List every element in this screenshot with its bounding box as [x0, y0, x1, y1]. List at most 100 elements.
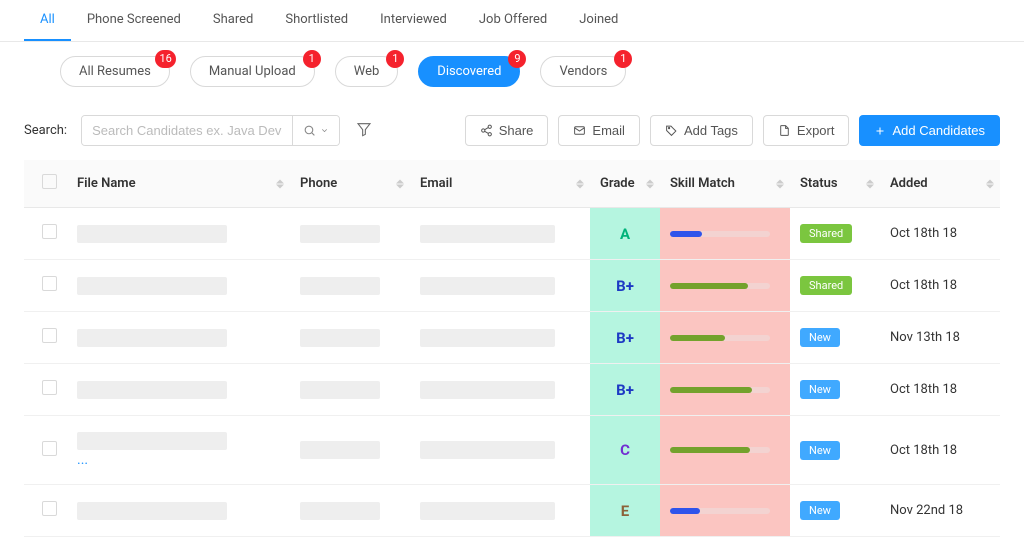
phone-placeholder	[300, 277, 380, 295]
status-badge: Shared	[800, 224, 852, 243]
pill-vendors[interactable]: Vendors1	[540, 56, 626, 87]
skill-match-bar	[670, 283, 770, 289]
grade-value: C	[620, 441, 630, 459]
grade-value: B+	[616, 381, 634, 399]
sort-icon	[866, 179, 874, 188]
add-candidates-button[interactable]: Add Candidates	[859, 115, 1000, 146]
file-name-placeholder	[77, 329, 227, 347]
pill-all-resumes[interactable]: All Resumes16	[60, 56, 170, 87]
pill-badge: 16	[155, 50, 175, 68]
email-placeholder	[420, 441, 555, 459]
search-wrapper	[81, 115, 340, 146]
tab-joined[interactable]: Joined	[563, 0, 634, 41]
search-dropdown-button[interactable]	[292, 116, 339, 145]
search-input[interactable]	[82, 116, 292, 145]
row-checkbox[interactable]	[42, 276, 57, 291]
table-row[interactable]: B+ New Oct 18th 18	[24, 364, 1000, 416]
stage-tabs: AllPhone ScreenedSharedShortlistedInterv…	[0, 0, 1024, 42]
pill-discovered[interactable]: Discovered9	[418, 56, 520, 87]
table-row[interactable]: B+ Shared Oct 18th 18	[24, 260, 1000, 312]
select-all-checkbox[interactable]	[42, 174, 57, 189]
status-badge: New	[800, 380, 840, 399]
col-added[interactable]: Added	[880, 160, 1000, 208]
status-badge: New	[800, 328, 840, 347]
pill-web[interactable]: Web1	[335, 56, 399, 87]
phone-placeholder	[300, 225, 380, 243]
table-row[interactable]: ENewNov 22nd 18	[24, 485, 1000, 537]
phone-placeholder	[300, 329, 380, 347]
col-email[interactable]: Email	[410, 160, 590, 208]
row-checkbox[interactable]	[42, 501, 57, 516]
source-pills: All Resumes16 Manual Upload1 Web1 Discovere…	[0, 42, 1024, 101]
add-candidates-label: Add Candidates	[892, 123, 985, 138]
tab-interviewed[interactable]: Interviewed	[364, 0, 463, 41]
sort-icon	[276, 179, 284, 188]
tab-job-offered[interactable]: Job Offered	[463, 0, 563, 41]
row-checkbox[interactable]	[42, 441, 57, 456]
phone-placeholder	[300, 441, 380, 459]
added-date: Nov 22nd 18	[890, 503, 963, 518]
grade-value: B+	[616, 277, 634, 295]
skill-match-bar	[670, 231, 770, 237]
sort-icon	[776, 179, 784, 188]
tab-phone-screened[interactable]: Phone Screened	[71, 0, 197, 41]
export-label: Export	[797, 123, 835, 138]
status-badge: Shared	[800, 276, 852, 295]
added-date: Oct 18th 18	[890, 226, 957, 241]
toolbar: Search: Share Email Add Tags	[0, 101, 1024, 160]
pill-badge: 1	[386, 50, 404, 68]
export-button[interactable]: Export	[763, 115, 850, 146]
filter-button[interactable]	[350, 115, 378, 146]
status-badge: New	[800, 501, 840, 520]
email-button[interactable]: Email	[558, 115, 640, 146]
col-file-name[interactable]: File Name	[67, 160, 290, 208]
sort-icon	[986, 179, 994, 188]
email-placeholder	[420, 277, 555, 295]
sort-icon	[576, 179, 584, 188]
expand-ellipsis[interactable]: ...	[77, 452, 280, 468]
col-skill-match[interactable]: Skill Match	[660, 160, 790, 208]
share-icon	[480, 124, 493, 137]
table-row[interactable]: ...CNewOct 18th 18	[24, 416, 1000, 485]
sort-icon	[646, 179, 654, 188]
candidates-table: File Name Phone Email Grade Skill Match …	[24, 160, 1000, 537]
email-placeholder	[420, 502, 555, 520]
col-grade[interactable]: Grade	[590, 160, 660, 208]
email-label: Email	[592, 123, 625, 138]
export-icon	[778, 124, 791, 137]
grade-value: B+	[616, 329, 634, 347]
added-date: Oct 18th 18	[890, 278, 957, 293]
skill-match-bar	[670, 335, 770, 341]
table-row[interactable]: ASharedOct 18th 18	[24, 208, 1000, 260]
phone-placeholder	[300, 381, 380, 399]
share-button[interactable]: Share	[465, 115, 549, 146]
skill-match-bar	[670, 447, 770, 453]
col-phone[interactable]: Phone	[290, 160, 410, 208]
sort-icon	[396, 179, 404, 188]
email-placeholder	[420, 329, 555, 347]
table-row[interactable]: B+ New Nov 13th 18	[24, 312, 1000, 364]
skill-match-bar	[670, 508, 770, 514]
chevron-down-icon	[320, 126, 329, 135]
added-date: Oct 18th 18	[890, 382, 957, 397]
row-checkbox[interactable]	[42, 224, 57, 239]
email-placeholder	[420, 225, 555, 243]
tag-icon	[665, 124, 678, 137]
pill-manual-upload[interactable]: Manual Upload1	[190, 56, 315, 87]
tab-all[interactable]: All	[24, 0, 71, 41]
file-name-placeholder	[77, 381, 227, 399]
add-tags-label: Add Tags	[684, 123, 738, 138]
funnel-icon	[356, 121, 372, 137]
status-badge: New	[800, 441, 840, 460]
added-date: Nov 13th 18	[890, 330, 960, 345]
row-checkbox[interactable]	[42, 380, 57, 395]
tab-shortlisted[interactable]: Shortlisted	[269, 0, 364, 41]
row-checkbox[interactable]	[42, 328, 57, 343]
file-name-placeholder	[77, 432, 227, 450]
phone-placeholder	[300, 502, 380, 520]
tab-shared[interactable]: Shared	[197, 0, 269, 41]
pill-badge: 1	[614, 50, 632, 68]
add-tags-button[interactable]: Add Tags	[650, 115, 753, 146]
file-name-placeholder	[77, 277, 227, 295]
col-status[interactable]: Status	[790, 160, 880, 208]
